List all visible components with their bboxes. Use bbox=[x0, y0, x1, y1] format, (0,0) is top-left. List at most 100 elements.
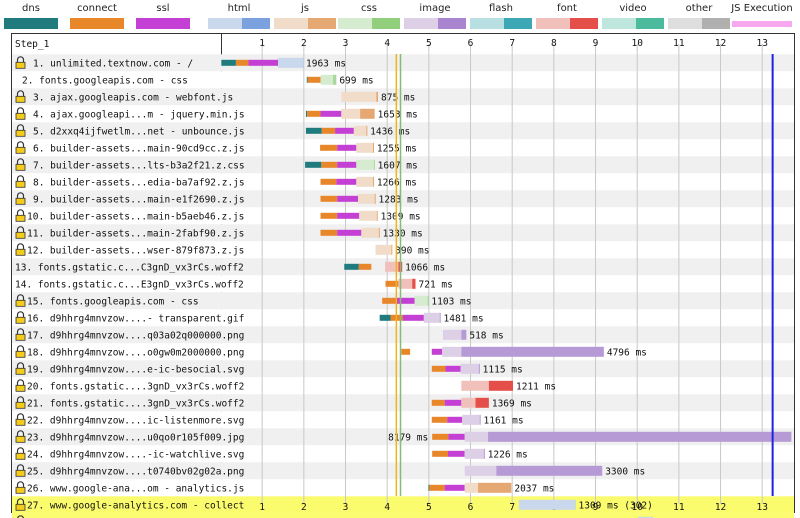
row-background bbox=[12, 71, 794, 89]
bar-dns bbox=[305, 110, 308, 117]
legend-label: image bbox=[419, 3, 451, 14]
request-row-label[interactable]: 5. d2xxq4ijfwetlm...net - unbounce.js bbox=[33, 126, 245, 137]
x-tick-label-bottom: 7 bbox=[509, 502, 515, 513]
request-row-label[interactable]: 18. d9hhrg4mnvzow....o0gw0m2000000.png bbox=[27, 347, 244, 358]
x-tick-label-top: 10 bbox=[631, 38, 643, 49]
x-tick-label-bottom: 5 bbox=[426, 502, 432, 513]
bar-ttfb bbox=[518, 499, 575, 510]
request-row-label[interactable]: 26. www.google-ana...om - analytics.js bbox=[27, 483, 244, 494]
row-background bbox=[12, 258, 794, 276]
request-time-label: 1481 ms bbox=[444, 313, 484, 324]
request-time-label: 1369 ms bbox=[492, 398, 532, 409]
request-row-label[interactable]: 12. builder-assets...wser-879f873.z.js bbox=[27, 245, 244, 256]
bar-ttfb bbox=[442, 346, 462, 357]
bar-ssl bbox=[445, 365, 461, 372]
bar-ssl bbox=[447, 416, 463, 423]
x-tick-label-top: 9 bbox=[593, 38, 599, 49]
request-row-label[interactable]: 4. ajax.googleapi...m - jquery.min.js bbox=[33, 109, 245, 120]
request-row-label[interactable]: 15. fonts.googleapis.com - css bbox=[27, 296, 199, 307]
request-time-label: 1066 ms bbox=[405, 262, 445, 273]
bar-ssl bbox=[320, 110, 342, 117]
legend-label: JS Execution bbox=[731, 3, 793, 14]
legend-swatch bbox=[404, 18, 466, 29]
request-time-label: 1436 ms bbox=[370, 126, 410, 137]
request-row-label[interactable]: 27. www.google-analytics.com - collect bbox=[27, 500, 244, 511]
request-row-label[interactable]: 19. d9hhrg4mnvzow....e-ic-besocial.svg bbox=[27, 364, 244, 375]
request-time-label: 1653 ms bbox=[378, 109, 418, 120]
bar-ssl bbox=[396, 297, 415, 304]
request-row-label[interactable]: 8. builder-assets...edia-ba7af92.z.js bbox=[33, 177, 245, 188]
legend-label: ssl bbox=[156, 3, 170, 14]
request-row-label[interactable]: 7. builder-assets...lts-b3a2f21.z.css bbox=[33, 160, 245, 171]
legend-label: html bbox=[227, 3, 251, 14]
request-row-label[interactable]: 22. d9hhrg4mnvzow....ic-listenmore.svg bbox=[27, 415, 244, 426]
request-row-label[interactable]: 6. builder-assets...main-90cd9cc.z.js bbox=[33, 143, 245, 154]
row-background bbox=[12, 377, 794, 395]
request-row-label[interactable]: 17. d9hhrg4mnvzow....q03a02q000000.png bbox=[27, 330, 244, 341]
request-row-label[interactable]: 10. builder-assets...main-b5aeb46.z.js bbox=[27, 211, 244, 222]
request-row-label[interactable]: 20. fonts.gstatic....3gnD_vx3rCs.woff2 bbox=[27, 381, 244, 392]
lock-icon bbox=[15, 328, 26, 341]
request-row-label[interactable]: 13. fonts.gstatic.c...C3gnD_vx3rCs.woff2 bbox=[15, 262, 244, 273]
bar-dns bbox=[344, 263, 359, 270]
x-tick-label-top: 13 bbox=[756, 38, 767, 49]
bar-ssl bbox=[431, 348, 443, 355]
request-row-label[interactable]: 11. builder-assets...main-2fabf90.z.js bbox=[27, 228, 244, 239]
bar-ssl bbox=[337, 195, 359, 202]
x-tick-label-top: 11 bbox=[673, 38, 685, 49]
bar-download bbox=[475, 397, 489, 408]
bar-ttfb bbox=[356, 142, 374, 153]
request-row-label[interactable]: 25. d9hhrg4mnvzow....t0740bv02g02a.png bbox=[27, 466, 244, 477]
bar-ssl bbox=[335, 127, 354, 134]
row-background bbox=[12, 54, 794, 72]
bar-ssl bbox=[448, 433, 465, 440]
bar-connect bbox=[432, 450, 449, 457]
lock-icon bbox=[15, 396, 26, 409]
lock-icon bbox=[15, 226, 26, 239]
bar-download bbox=[376, 210, 378, 221]
bar-download bbox=[478, 363, 480, 374]
bar-connect bbox=[321, 161, 338, 168]
x-tick-label-top: 3 bbox=[343, 38, 349, 49]
lock-icon bbox=[15, 294, 26, 307]
lock-icon bbox=[15, 175, 26, 188]
request-row-label[interactable]: 24. d9hhrg4mnvzow....-ic-watchlive.svg bbox=[27, 449, 244, 460]
bar-connect bbox=[358, 263, 372, 270]
legend-item-html: html bbox=[208, 0, 270, 32]
legend-swatch bbox=[470, 18, 532, 29]
request-time-label: 1330 ms bbox=[383, 228, 423, 239]
row-background bbox=[12, 411, 794, 429]
legend-item-font: font bbox=[536, 0, 598, 32]
request-row-label[interactable]: 14. fonts.gstatic.c...E3gnD_vx3rCs.woff2 bbox=[15, 279, 244, 290]
lock-icon bbox=[15, 498, 26, 511]
request-time-label: 1211 ms bbox=[516, 381, 556, 392]
lock-icon bbox=[15, 90, 26, 103]
request-row-label[interactable]: 9. builder-assets...main-e1f2690.z.js bbox=[33, 194, 245, 205]
bar-download bbox=[391, 244, 393, 255]
bar-ttfb bbox=[443, 329, 462, 340]
bar-ssl bbox=[248, 59, 279, 66]
request-row-label[interactable]: 21. fonts.gstatic....3gnD_vx3rCs.woff2 bbox=[27, 398, 244, 409]
row-background bbox=[12, 326, 794, 344]
bar-ttfb bbox=[361, 227, 379, 238]
bar-connect bbox=[431, 416, 448, 423]
bar-download bbox=[439, 312, 441, 323]
lock-icon bbox=[15, 158, 26, 171]
x-tick-label-top: 7 bbox=[509, 38, 515, 49]
x-tick-label-top: 12 bbox=[715, 38, 726, 49]
request-row-label[interactable]: 2. fonts.googleapis.com - css bbox=[22, 75, 188, 86]
legend-swatch bbox=[732, 21, 792, 27]
request-row-label[interactable]: 16. d9hhrg4mnvzow....- transparent.gif bbox=[27, 313, 244, 324]
request-row-label[interactable]: 23. d9hhrg4mnvzow....u0qo0r105f009.jpg bbox=[27, 432, 244, 443]
bar-connect bbox=[320, 178, 337, 185]
legend-swatch bbox=[274, 18, 336, 29]
request-row-label[interactable]: 1. unlimited.textnow.com - / bbox=[33, 58, 193, 69]
bar-download bbox=[374, 193, 376, 204]
bar-ttfb bbox=[464, 482, 479, 493]
legend-label: font bbox=[557, 3, 577, 14]
bar-connect bbox=[307, 110, 321, 117]
request-row-label[interactable]: 3. ajax.googleapis.com - webfont.js bbox=[33, 92, 233, 103]
x-tick-label-bottom: 11 bbox=[673, 502, 685, 513]
request-time-label: 875 ms bbox=[381, 92, 415, 103]
bar-ttfb bbox=[358, 193, 375, 204]
